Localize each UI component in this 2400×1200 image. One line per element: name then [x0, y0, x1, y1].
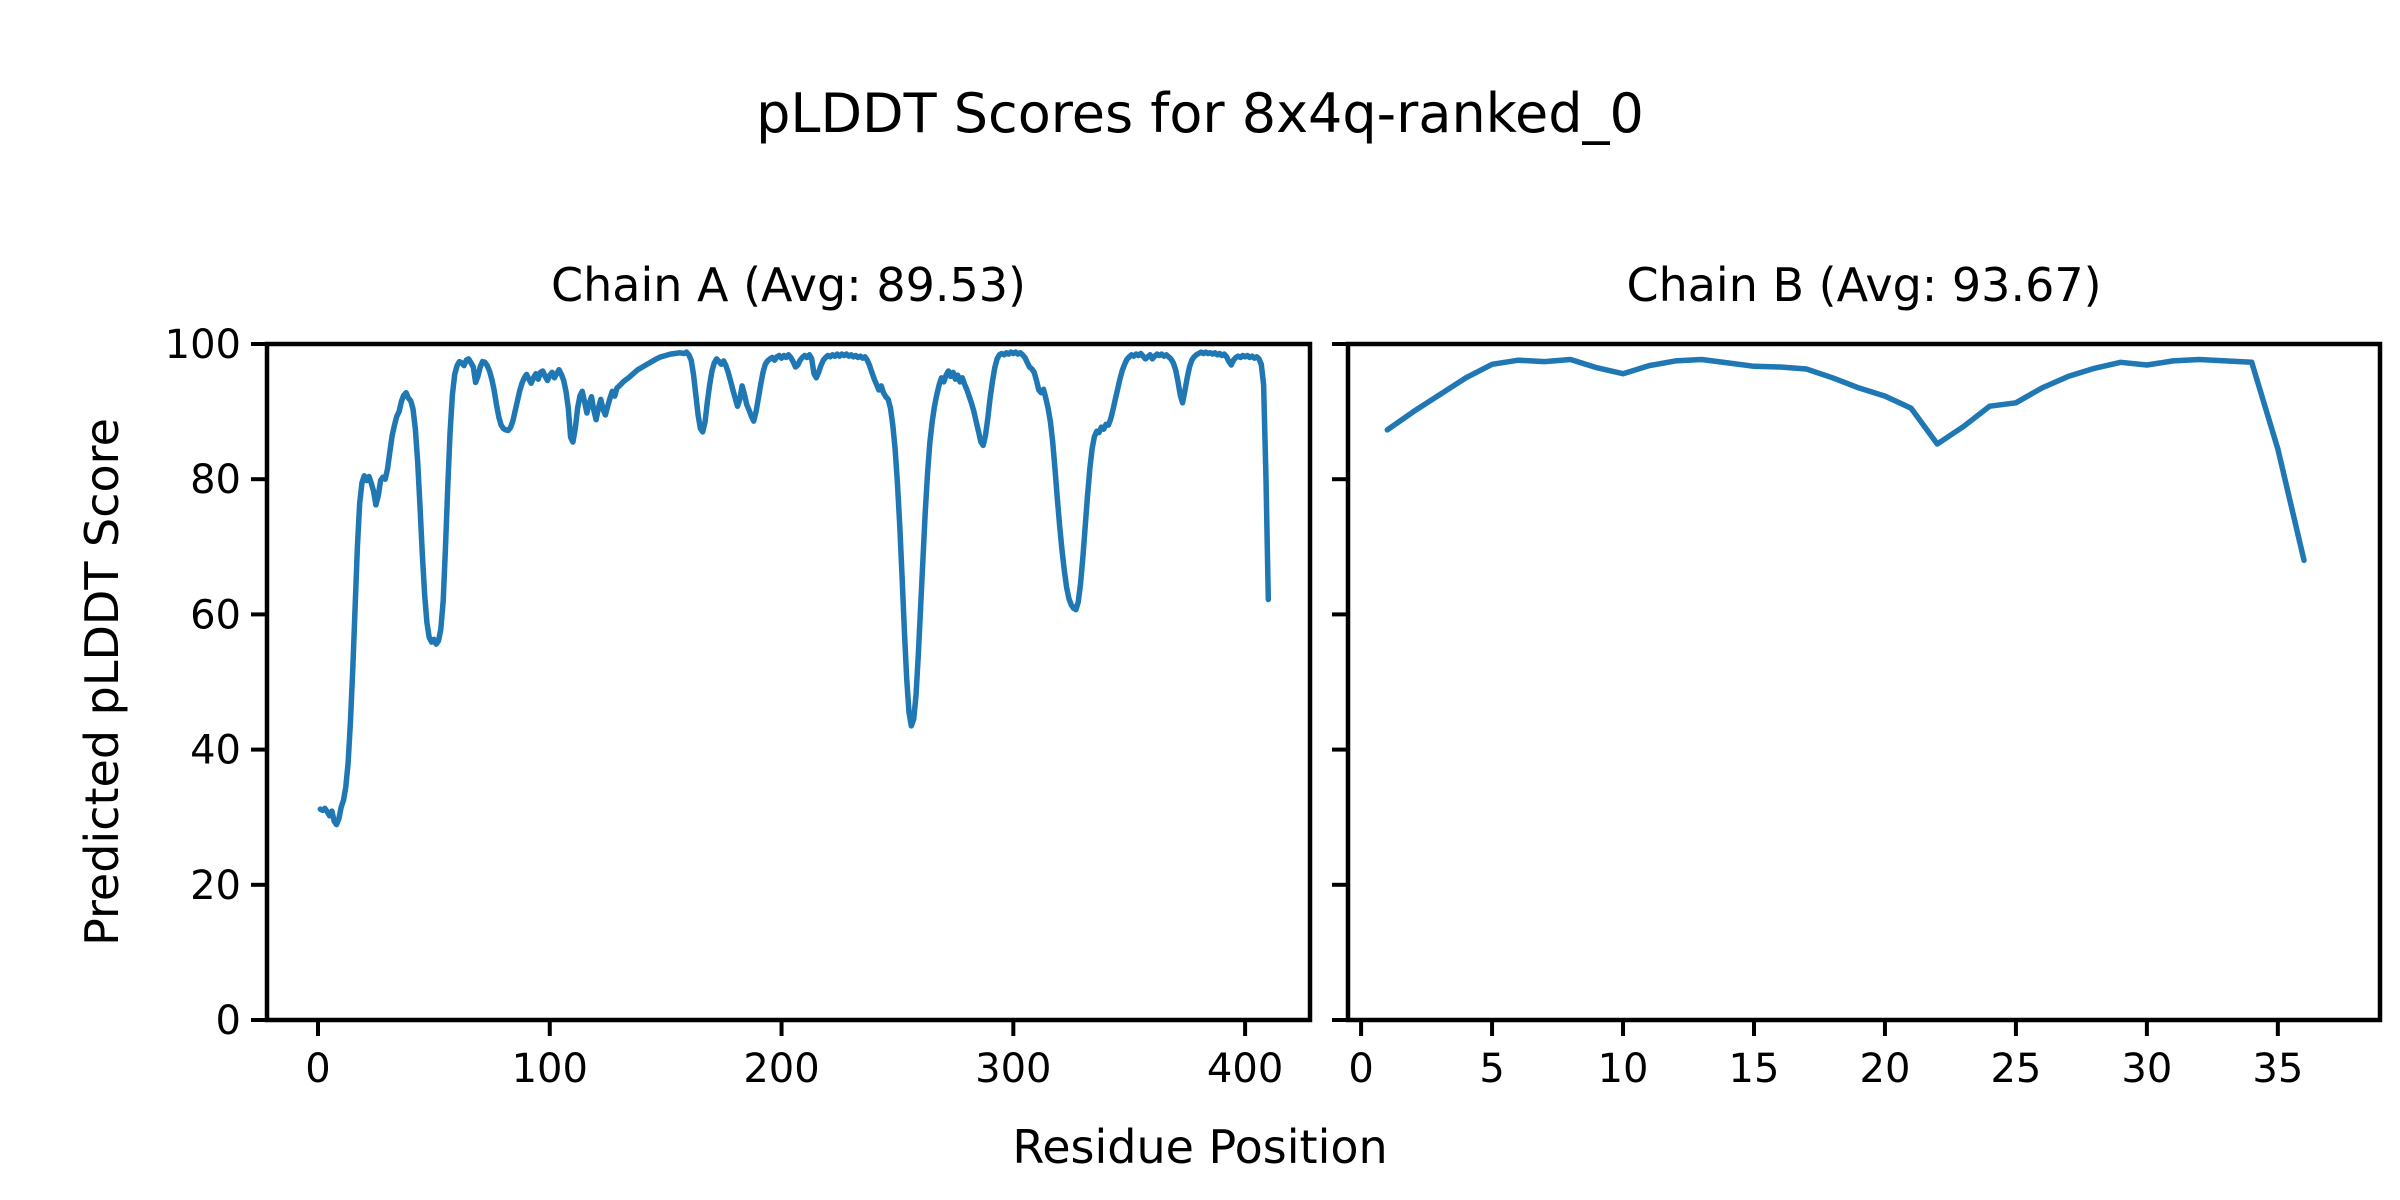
- y-tick-label: 0: [216, 998, 241, 1044]
- x-axis-label: Residue Position: [1012, 1120, 1388, 1174]
- chain-b-plot-title: Chain B (Avg: 93.67): [1626, 258, 2102, 312]
- x-tick-label: 10: [1598, 1046, 1649, 1092]
- plot-chain-b: 0 5 10 15 20 25 30 35: [1332, 341, 2383, 1092]
- chain-b-plddt-line: [1384, 356, 2307, 564]
- x-tick-label: 30: [2121, 1046, 2172, 1092]
- x-tick-label: 5: [1479, 1046, 1504, 1092]
- x-tick-label: 25: [1990, 1046, 2041, 1092]
- axes-frame: [264, 341, 1313, 1023]
- y-tick-label: 20: [190, 863, 241, 909]
- figure-title: pLDDT Scores for 8x4q-ranked_0: [756, 82, 1644, 145]
- x-tick-label: 35: [2252, 1046, 2303, 1092]
- x-tick-label: 300: [975, 1046, 1051, 1092]
- x-tick-label: 100: [512, 1046, 588, 1092]
- axes-frame: [1345, 341, 2383, 1023]
- plot-chain-a: 0 100 200 300 400 0 20 40 60 80 100: [165, 322, 1313, 1092]
- y-tick-label: 40: [190, 728, 241, 774]
- y-tick-label: 60: [190, 592, 241, 638]
- x-tick-label: 0: [305, 1046, 330, 1092]
- x-tick-label: 20: [1860, 1046, 1911, 1092]
- y-tick-label: 80: [190, 457, 241, 503]
- x-tick-label: 0: [1348, 1046, 1373, 1092]
- y-tick-label: 100: [165, 322, 241, 368]
- chain-a-plot-title: Chain A (Avg: 89.53): [550, 258, 1026, 312]
- x-tick-label: 200: [743, 1046, 819, 1092]
- x-tick-label: 400: [1207, 1046, 1283, 1092]
- x-tick-label: 15: [1729, 1046, 1780, 1092]
- chain-a-plddt-line: [317, 349, 1272, 828]
